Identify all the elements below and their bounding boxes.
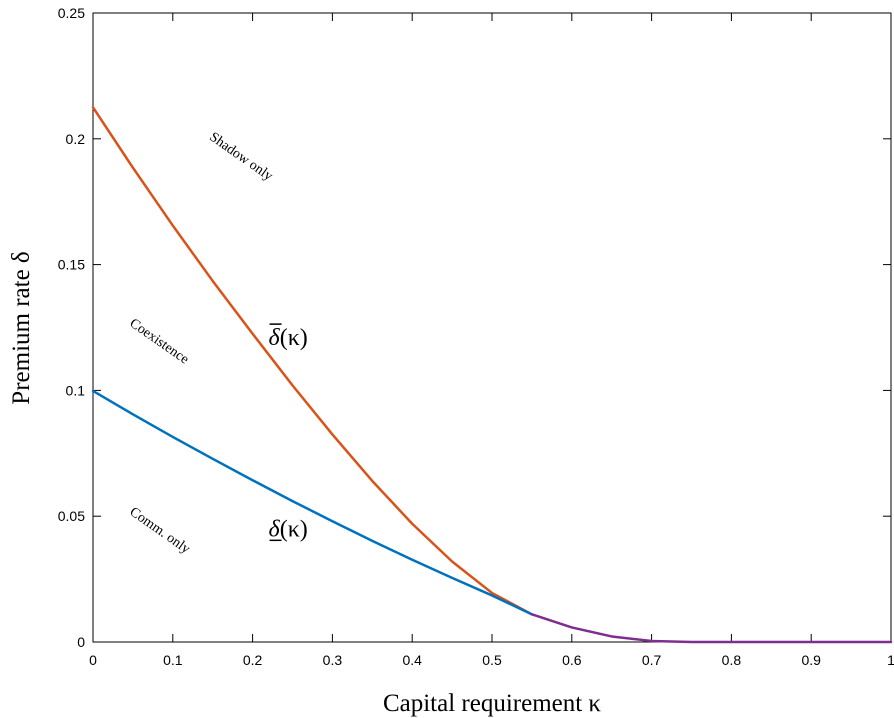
y-tick-label: 0.05 bbox=[58, 508, 85, 524]
y-tick-label: 0 bbox=[77, 634, 85, 650]
series-layer bbox=[91, 106, 893, 644]
x-tick-label: 0.5 bbox=[482, 652, 502, 668]
x-tick-label: 0.4 bbox=[402, 652, 422, 668]
x-tick-label: 0 bbox=[89, 652, 97, 668]
y-tick-label: 0.1 bbox=[66, 382, 86, 398]
x-tick-label: 0.7 bbox=[642, 652, 662, 668]
x-tick-label: 0.8 bbox=[722, 652, 742, 668]
x-tick-label: 0.9 bbox=[801, 652, 821, 668]
y-tick-label: 0.15 bbox=[58, 257, 85, 273]
x-axis-title: Capital requirement κ bbox=[383, 690, 601, 717]
series-line-merged bbox=[530, 613, 893, 644]
region-label: Shadow only bbox=[206, 130, 275, 184]
annotations-layer: Shadow only Coexistence Comm. only δ(κ) δ(κ) bbox=[127, 130, 308, 557]
y-tick-label: 0.2 bbox=[66, 131, 86, 147]
curve-label-upper: δ(κ) bbox=[269, 325, 308, 351]
x-tick-label: 0.3 bbox=[323, 652, 343, 668]
series-line-lower-threshold bbox=[91, 389, 534, 616]
curve-label-lower: δ(κ) bbox=[269, 516, 308, 542]
x-tick-label: 1 bbox=[887, 652, 894, 668]
axis-ticks: 0 0.1 0.2 0.3 0.4 0.5 0.6 0.7 0.8 0.9 1 0 0.05 0.1 0.1… bbox=[58, 5, 894, 668]
y-axis-title: Premium rate δ bbox=[8, 251, 35, 404]
region-label: Comm. only bbox=[127, 505, 193, 557]
series-line-upper-threshold bbox=[91, 106, 534, 616]
axes-frame bbox=[92, 12, 892, 643]
x-tick-label: 0.6 bbox=[562, 652, 582, 668]
region-label: Coexistence bbox=[127, 316, 192, 368]
y-tick-label: 0.25 bbox=[58, 5, 85, 21]
plot-area bbox=[92, 12, 892, 643]
x-tick-label: 0.1 bbox=[163, 652, 183, 668]
x-tick-label: 0.2 bbox=[243, 652, 263, 668]
